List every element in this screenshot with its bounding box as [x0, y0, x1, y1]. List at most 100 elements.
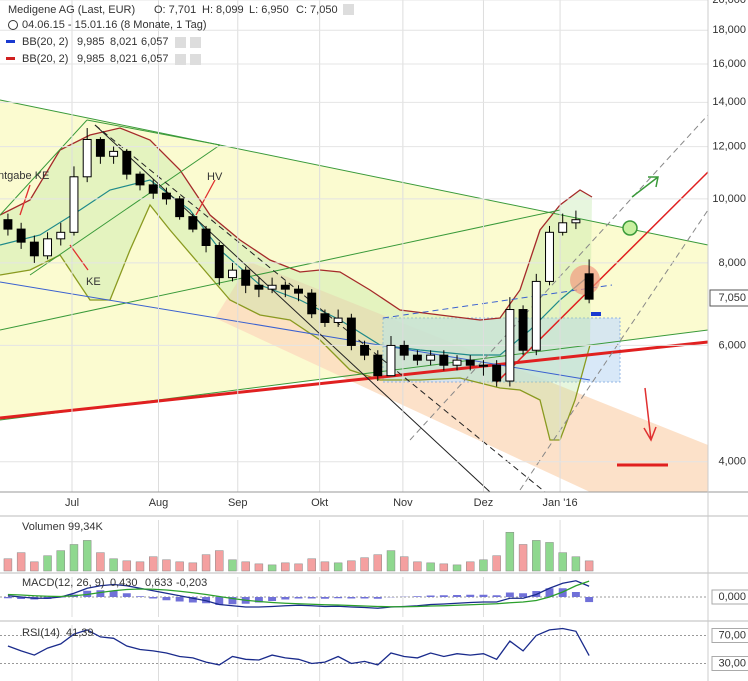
volume-bar — [201, 554, 211, 572]
ohlc: C: 7,050 — [296, 4, 338, 16]
candle-body — [109, 150, 119, 157]
ohlc: O: 7,701 — [154, 4, 196, 16]
candle-body — [545, 231, 554, 282]
volume-bar — [3, 558, 13, 572]
ohlc: H: 8,099 — [202, 4, 244, 16]
volume-bar — [122, 560, 132, 572]
y-tick-label: 6,000 — [718, 339, 746, 351]
histogram-bar — [294, 597, 303, 599]
volume-bar — [135, 561, 145, 572]
x-tick-label: Sep — [228, 497, 248, 509]
volume-bar — [439, 563, 449, 572]
candle-body — [465, 359, 475, 366]
candle-body — [82, 138, 92, 178]
legend-value: 6,057 — [141, 36, 169, 48]
volume-bar — [532, 540, 541, 572]
target-circle — [622, 220, 638, 236]
histogram-bar — [17, 597, 26, 599]
title: Medigene AG (Last, EUR) — [8, 4, 135, 16]
y-tick-label: 10,000 — [712, 193, 746, 205]
volume-bar — [30, 561, 39, 572]
annotation: KE — [86, 276, 101, 288]
histogram-bar — [254, 597, 263, 603]
histogram-bar — [215, 597, 224, 605]
legend-swatch — [6, 57, 15, 60]
candle-body — [452, 359, 462, 366]
histogram-bar — [585, 597, 594, 603]
tick-box — [711, 628, 748, 643]
candle-body — [254, 284, 264, 290]
trendline — [0, 99, 709, 246]
volume-bar — [82, 540, 92, 572]
volume-bar — [267, 564, 277, 572]
histogram-bar — [426, 595, 435, 597]
x-tick-label: Aug — [149, 497, 169, 509]
volume-bar — [426, 562, 435, 572]
histogram-bar — [175, 597, 184, 602]
y-tick-label: 14,000 — [712, 96, 746, 108]
volume-bar — [294, 563, 303, 572]
histogram-bar — [320, 597, 329, 599]
panel-title: Volumen — [22, 521, 65, 533]
candle-body — [122, 150, 132, 175]
volume-bar — [307, 558, 316, 572]
candle-body — [531, 280, 541, 351]
histogram-bar — [162, 597, 171, 601]
overlay: ntgabe KE HV KE — [0, 99, 709, 493]
histogram-bar — [479, 594, 488, 597]
histogram-bar — [149, 597, 158, 599]
y-tick-label: 0,000 — [718, 591, 746, 603]
volume-bar — [386, 550, 396, 572]
x-tick-label: Jul — [65, 497, 79, 509]
histogram-bar — [122, 593, 131, 597]
histogram-bar — [136, 596, 144, 597]
volume-bar — [56, 550, 65, 572]
candle-body — [412, 354, 422, 361]
histogram-bar — [188, 597, 197, 603]
histogram-bar — [228, 597, 237, 605]
price-box — [709, 289, 748, 307]
volume-bar — [228, 559, 237, 572]
tick-box — [711, 589, 748, 605]
histogram-bar — [281, 597, 290, 600]
candle-body — [584, 273, 594, 300]
volume-bar — [320, 561, 330, 572]
support-line — [0, 340, 709, 420]
candle-body — [333, 317, 343, 323]
legend-value: 8,021 — [110, 36, 138, 48]
candle-body — [439, 354, 449, 366]
panel-value: 0,633 — [145, 577, 173, 589]
icon[interactable] — [343, 4, 354, 15]
ohlc: L: 6,950 — [249, 4, 289, 16]
legend: Medigene AG (Last, EUR) O: 7,701 H: 8,09… — [6, 4, 354, 639]
y-tick-label: 4,000 — [718, 456, 746, 468]
series-line — [7, 580, 590, 609]
candle-body — [56, 231, 66, 240]
histogram-bar — [96, 590, 105, 597]
histogram-bar — [268, 597, 277, 601]
arrow-up — [631, 176, 659, 198]
volume-bar — [373, 554, 382, 572]
annotation: ntgabe KE — [0, 170, 49, 182]
histogram-bar — [439, 595, 448, 597]
icon[interactable] — [190, 37, 201, 48]
volume-bar — [584, 560, 594, 572]
histogram-bar — [413, 596, 422, 597]
icon[interactable] — [175, 54, 186, 65]
panel-value: 0,430 — [110, 577, 138, 589]
candle-body — [346, 317, 356, 346]
legend-value: 9,985 — [77, 36, 105, 48]
icon[interactable] — [190, 54, 201, 65]
volume-bar — [162, 559, 171, 572]
volume-bar — [492, 555, 501, 572]
legend-name: BB(20, 2) — [22, 53, 68, 65]
panel-title: RSI(14) — [22, 627, 60, 639]
histogram-bar — [545, 588, 554, 597]
icon[interactable] — [175, 37, 186, 48]
panel-value: -0,203 — [176, 577, 207, 589]
histogram-bar — [466, 594, 475, 597]
volume-bar — [254, 563, 264, 572]
candle-body — [214, 245, 224, 279]
candle-body — [571, 219, 581, 224]
